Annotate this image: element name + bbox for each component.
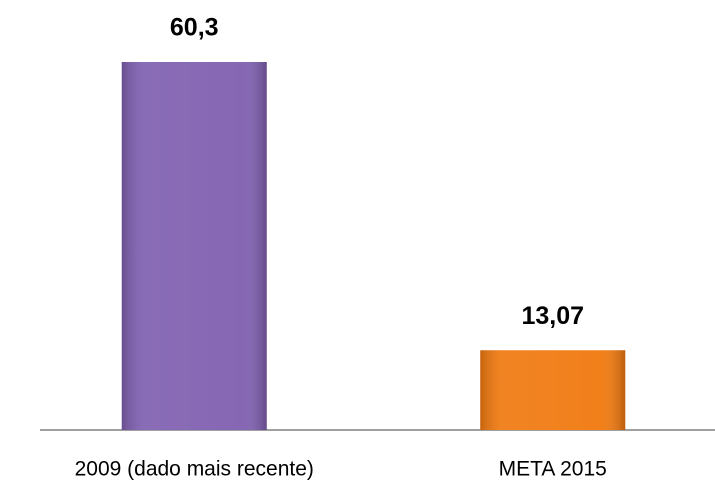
bar — [480, 350, 626, 430]
value-label: 60,3 — [170, 14, 219, 42]
x-tick-label: 2009 (dado mais recente) — [75, 458, 314, 481]
x-tick-label: META 2015 — [499, 458, 607, 481]
bar — [121, 62, 267, 430]
value-label: 13,07 — [521, 302, 584, 330]
